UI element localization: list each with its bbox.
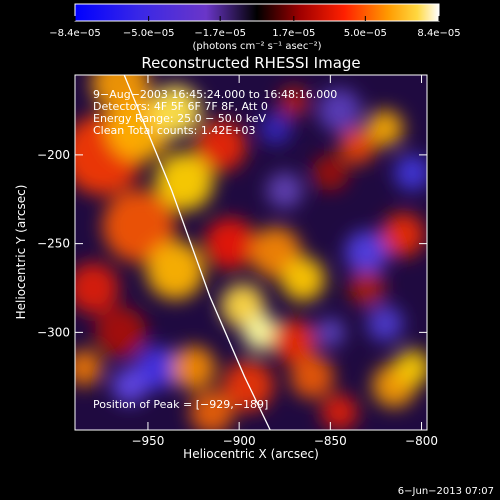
y-tick-label: −200	[37, 148, 70, 162]
heatmap-blob	[242, 314, 280, 351]
colorbar-tick-label: −1.7e−05	[194, 28, 246, 39]
heatmap-blob	[394, 154, 427, 191]
annotation-peak: Position of Peak = [−929,−189]	[93, 398, 268, 411]
colorbar-tick-label: 5.0e−05	[344, 28, 387, 39]
heatmap-blob	[290, 354, 334, 399]
heatmap-blob	[315, 317, 345, 347]
y-tick-label: −250	[37, 237, 70, 251]
heatmap-blob	[344, 230, 389, 275]
colorbar-tick-label: −8.4e−05	[49, 28, 101, 39]
heatmap-blob	[189, 390, 234, 430]
colorbar-tick-label: 8.4e−05	[417, 28, 460, 39]
annotation-detectors: Detectors: 4F 5F 6F 7F 8F, Att 0	[93, 100, 268, 113]
x-tick-label: −800	[405, 434, 438, 448]
annotation-time-range: 9−Aug−2003 16:45:24.000 to 16:48:16.000	[93, 88, 337, 101]
heatmap-blob	[171, 345, 216, 390]
heatmap-blob	[266, 172, 303, 209]
colorbar-tick-labels: −8.4e−05 −5.0e−05 −1.7e−05 1.7e−05 5.0e−05 8.…	[49, 28, 460, 39]
heatmap-blob	[317, 88, 362, 133]
annotation-block: 9−Aug−2003 16:45:24.000 to 16:48:16.000 …	[93, 88, 337, 411]
heatmap-blob	[281, 257, 325, 302]
heatmap-area	[75, 75, 427, 430]
heatmap-blob	[259, 111, 293, 145]
x-axis-ticks: −950 −900 −850 −800	[131, 75, 438, 448]
heatmap-blob	[195, 120, 247, 172]
x-tick-label: −950	[131, 434, 164, 448]
heatmap-blob	[75, 262, 119, 314]
y-axis-label: Heliocentric Y (arcsec)	[14, 185, 28, 320]
heatmap-blob	[339, 127, 376, 165]
heatmap-blob	[366, 110, 404, 147]
heatmap-blob	[394, 349, 427, 387]
colorbar-tick-label: −5.0e−05	[123, 28, 175, 39]
heatmap-cells	[75, 75, 427, 430]
plot-frame	[74, 74, 428, 431]
colorbar-tick-label: 1.7e−05	[272, 28, 315, 39]
colorbar-ticks	[74, 16, 440, 21]
heatmap-blob	[146, 241, 205, 300]
chart-title: Reconstructed RHESSI Image	[141, 54, 360, 72]
heatmap-blob	[204, 218, 256, 270]
heatmap-blob	[75, 349, 103, 387]
y-axis-ticks: −200 −250 −300	[37, 148, 427, 339]
timestamp: 6−Jun−2013 07:07	[398, 486, 494, 497]
colorbar	[74, 3, 440, 22]
heatmap-blob	[91, 75, 150, 114]
heatmap-blob	[95, 306, 147, 358]
heatmap-blob	[321, 394, 358, 430]
annotation-clean: Clean Total counts: 1.42E+03	[93, 124, 256, 137]
heatmap-blob	[149, 84, 201, 137]
heatmap-blob	[155, 152, 214, 211]
heatmap-blob-layer	[75, 75, 427, 430]
heatmap-blob	[111, 367, 148, 404]
x-tick-label: −900	[223, 434, 256, 448]
colorbar-units-label: (photons cm⁻² s⁻¹ asec⁻²)	[192, 41, 321, 52]
heatmap-blob	[271, 319, 316, 364]
heatmap-blob	[381, 212, 426, 257]
heatmap-blob	[279, 87, 309, 117]
heatmap-blob	[348, 269, 386, 307]
y-tick-label: −300	[37, 325, 70, 339]
x-axis-label: Heliocentric X (arcsec)	[183, 447, 319, 461]
annotation-energy: Energy Range: 25.0 − 50.0 keV	[93, 112, 267, 125]
solar-limb-curve	[123, 75, 271, 430]
heatmap-blob	[366, 305, 404, 342]
heatmap-blob	[102, 189, 176, 263]
heatmap-blob	[312, 154, 349, 191]
x-tick-label: −850	[314, 434, 347, 448]
